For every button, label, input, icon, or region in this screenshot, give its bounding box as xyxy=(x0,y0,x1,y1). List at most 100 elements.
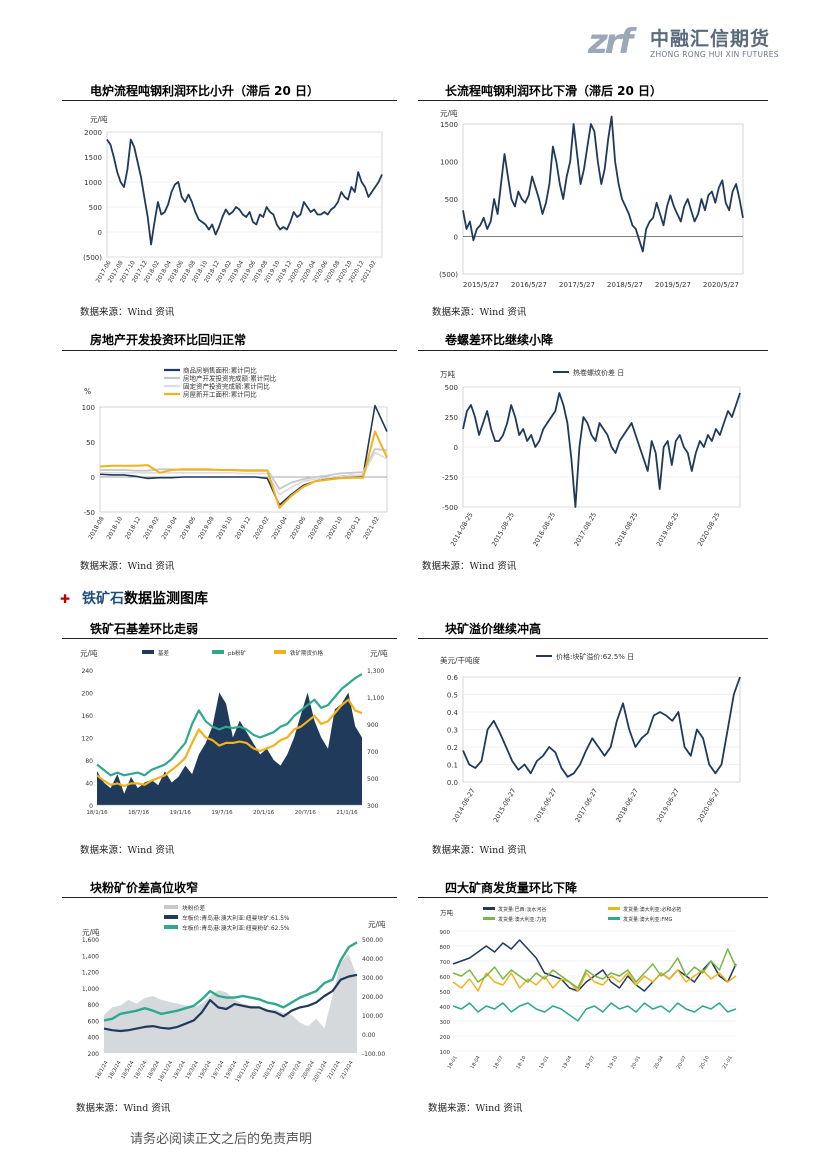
x-tick-label: 2020-08 xyxy=(307,515,326,540)
x-tick-label: 2020-06 xyxy=(289,515,308,540)
chart-bof-profit: 元/吨 1500 1000 500 0 (500) 2015/5/27 2016/5/27 20… xyxy=(439,108,744,289)
chart-title-coil-rebar-spread: 卷螺差环比继续小降 xyxy=(445,333,554,347)
source-note: 数据来源：Wind 资讯 xyxy=(422,561,517,572)
x-tick-label: 2019-08-25 xyxy=(655,511,681,548)
x-tick-label: 21/3/24 xyxy=(340,1059,356,1080)
y-axis-label: 元/吨 xyxy=(440,108,458,118)
chart-title-lump-fines-spread: 块粉矿价差高位收窄 xyxy=(90,881,199,895)
y-tick-label: -100.00 xyxy=(362,1051,385,1058)
divider xyxy=(62,350,397,351)
y-tick-label: 400 xyxy=(88,1035,100,1042)
x-tick-label: 2019/5/27 xyxy=(655,281,691,289)
chart-title-eaf-profit: 电炉流程吨钢利润环比小升（滞后 20 日） xyxy=(90,84,320,98)
x-tick-label: 19-10 xyxy=(607,1055,619,1070)
y-tick-label: 0 xyxy=(91,474,95,482)
divider xyxy=(418,350,768,351)
y-tick-label: 400 xyxy=(440,1005,451,1011)
y-tick-label: 0.4 xyxy=(447,709,459,717)
y-tick-label: 2000 xyxy=(84,129,102,137)
y-tick-label: 600 xyxy=(440,975,451,981)
source-note: 数据来源：Wind 资讯 xyxy=(80,307,175,318)
source-note: 数据来源：Wind 资讯 xyxy=(432,307,527,318)
x-tick-label: 2021-02 xyxy=(362,515,381,540)
y-tick-label: -250 xyxy=(442,474,458,482)
x-tick-label: 2018-06-27 xyxy=(614,787,640,824)
legend-label: 发货量:澳大利亚:FMG xyxy=(623,916,673,923)
legend-label: 车板价:青岛港:澳大利亚:纽曼块矿:61.5% xyxy=(182,914,290,922)
y-tick-label: 0.1 xyxy=(447,762,458,770)
chart-title-real-estate: 房地产开发投资环比回归正常 xyxy=(90,333,247,347)
x-tick-label: 2016-06-27 xyxy=(533,787,559,824)
series-line xyxy=(462,392,741,508)
legend-label: 发货量:澳大利亚:必和必拓 xyxy=(623,906,681,913)
legend-label: 商品房销售面积:累计同比 xyxy=(183,366,257,375)
y-tick-label: 160 xyxy=(82,713,94,720)
x-tick-label: 2018-08 xyxy=(87,515,106,540)
x-tick-label: 20-07 xyxy=(676,1055,688,1070)
y-tick-label: 1500 xyxy=(84,154,102,162)
legend-label: 价格:块矿溢价:62.5% 日 xyxy=(556,652,634,661)
x-tick-label: 2020-04 xyxy=(270,515,289,540)
chart-lump-premium: 美元/干吨度 0.6 0.5 0.4 0.3 0.2 0.1 0.0 价格:块矿溢价:62.5%… xyxy=(440,652,741,824)
y-tick-label: 240 xyxy=(82,668,94,675)
y-tick-label: 0.2 xyxy=(447,744,458,752)
y-tick-label: 1,400 xyxy=(82,953,99,960)
legend-swatch xyxy=(212,650,224,654)
legend-label: pb粉矿 xyxy=(228,649,246,657)
y-tick-label: 700 xyxy=(440,960,451,966)
y-tick-label: 200.00 xyxy=(362,994,383,1001)
y-tick-label: 1,600 xyxy=(82,937,99,944)
x-tick-label: 2019-06 xyxy=(179,515,198,540)
y-tick-label: 120 xyxy=(82,736,94,743)
x-tick-label: 2014-08-25 xyxy=(449,511,475,548)
chart-lump-fines-spread: 元/吨元/吨1,6001,4001,2001,00080060040020050… xyxy=(82,904,386,1083)
x-tick-label: 21/1/16 xyxy=(336,810,358,816)
x-tick-label: 2015-06-27 xyxy=(492,787,518,824)
x-tick-label: 2017-08-25 xyxy=(572,511,598,548)
divider xyxy=(62,100,397,101)
legend-label: 固定资产投资完成额:累计同比 xyxy=(183,382,270,391)
legend-label: 基差 xyxy=(158,649,170,657)
y-axis-label: 美元/干吨度 xyxy=(440,655,481,665)
section-title-highlight: 铁矿石 xyxy=(82,591,124,607)
source-note: 数据来源：Wind 资讯 xyxy=(76,1103,171,1114)
divider xyxy=(62,897,397,898)
source-note: 数据来源：Wind 资讯 xyxy=(80,845,175,856)
y-tick-label: 100 xyxy=(440,1050,451,1056)
y-tick-label: 1000 xyxy=(84,179,102,187)
logo-mark: zrf xyxy=(588,22,633,62)
y-tick-label: 40 xyxy=(85,781,93,788)
y-tick-label: 100 xyxy=(82,404,95,412)
x-tick-label: 2015/5/27 xyxy=(463,281,499,289)
y-axis-label: 元/吨 xyxy=(82,927,100,937)
series-line xyxy=(452,939,737,992)
x-tick-label: 20-01 xyxy=(630,1055,642,1070)
x-tick-label: 20/1/16 xyxy=(253,810,275,816)
legend-label: 车板价:青岛港:澳大利亚:纽曼粉矿:62.5% xyxy=(182,924,290,932)
x-tick-label: 2017-06-27 xyxy=(573,787,599,824)
series-line xyxy=(96,698,363,788)
y-tick-label: 900 xyxy=(367,722,379,729)
y-tick-label: 300 xyxy=(367,803,379,810)
series-line xyxy=(100,451,388,496)
legend-swatch xyxy=(164,905,178,909)
y-tick-label: 50 xyxy=(86,439,95,447)
logo-english-name: ZHONG RONG HUI XIN FUTURES xyxy=(650,50,779,59)
y-tick-label: 600 xyxy=(88,1018,100,1025)
y-tick-label: 0 xyxy=(454,234,458,242)
legend-label: 热卷螺纹价差 日 xyxy=(573,368,624,377)
y-axis-label-right: 元/吨 xyxy=(368,919,386,929)
x-tick-label: 2017/5/27 xyxy=(559,281,595,289)
chart-coil-rebar-spread: 万吨 500 250 0 -250 -500 热卷螺纹价差 日 2014-08-25 2015-… xyxy=(440,368,741,548)
legend-swatch xyxy=(483,907,495,910)
divider xyxy=(418,638,768,639)
series-line xyxy=(452,948,737,989)
x-tick-label: 21-01 xyxy=(722,1055,734,1070)
section-heading: ✚ 铁矿石数据监测图库 xyxy=(60,588,208,608)
x-tick-label: 2014-06-27 xyxy=(451,787,477,824)
x-tick-label: 18-01 xyxy=(447,1055,459,1070)
plot-frame xyxy=(99,406,388,513)
chart-miners-shipments: 万吨 900 800 700 600 500 400 300 200 100 发货量:巴西:淡水河谷… xyxy=(440,906,737,1070)
x-tick-label: 2018-10 xyxy=(105,515,124,540)
basis-area xyxy=(97,692,362,805)
